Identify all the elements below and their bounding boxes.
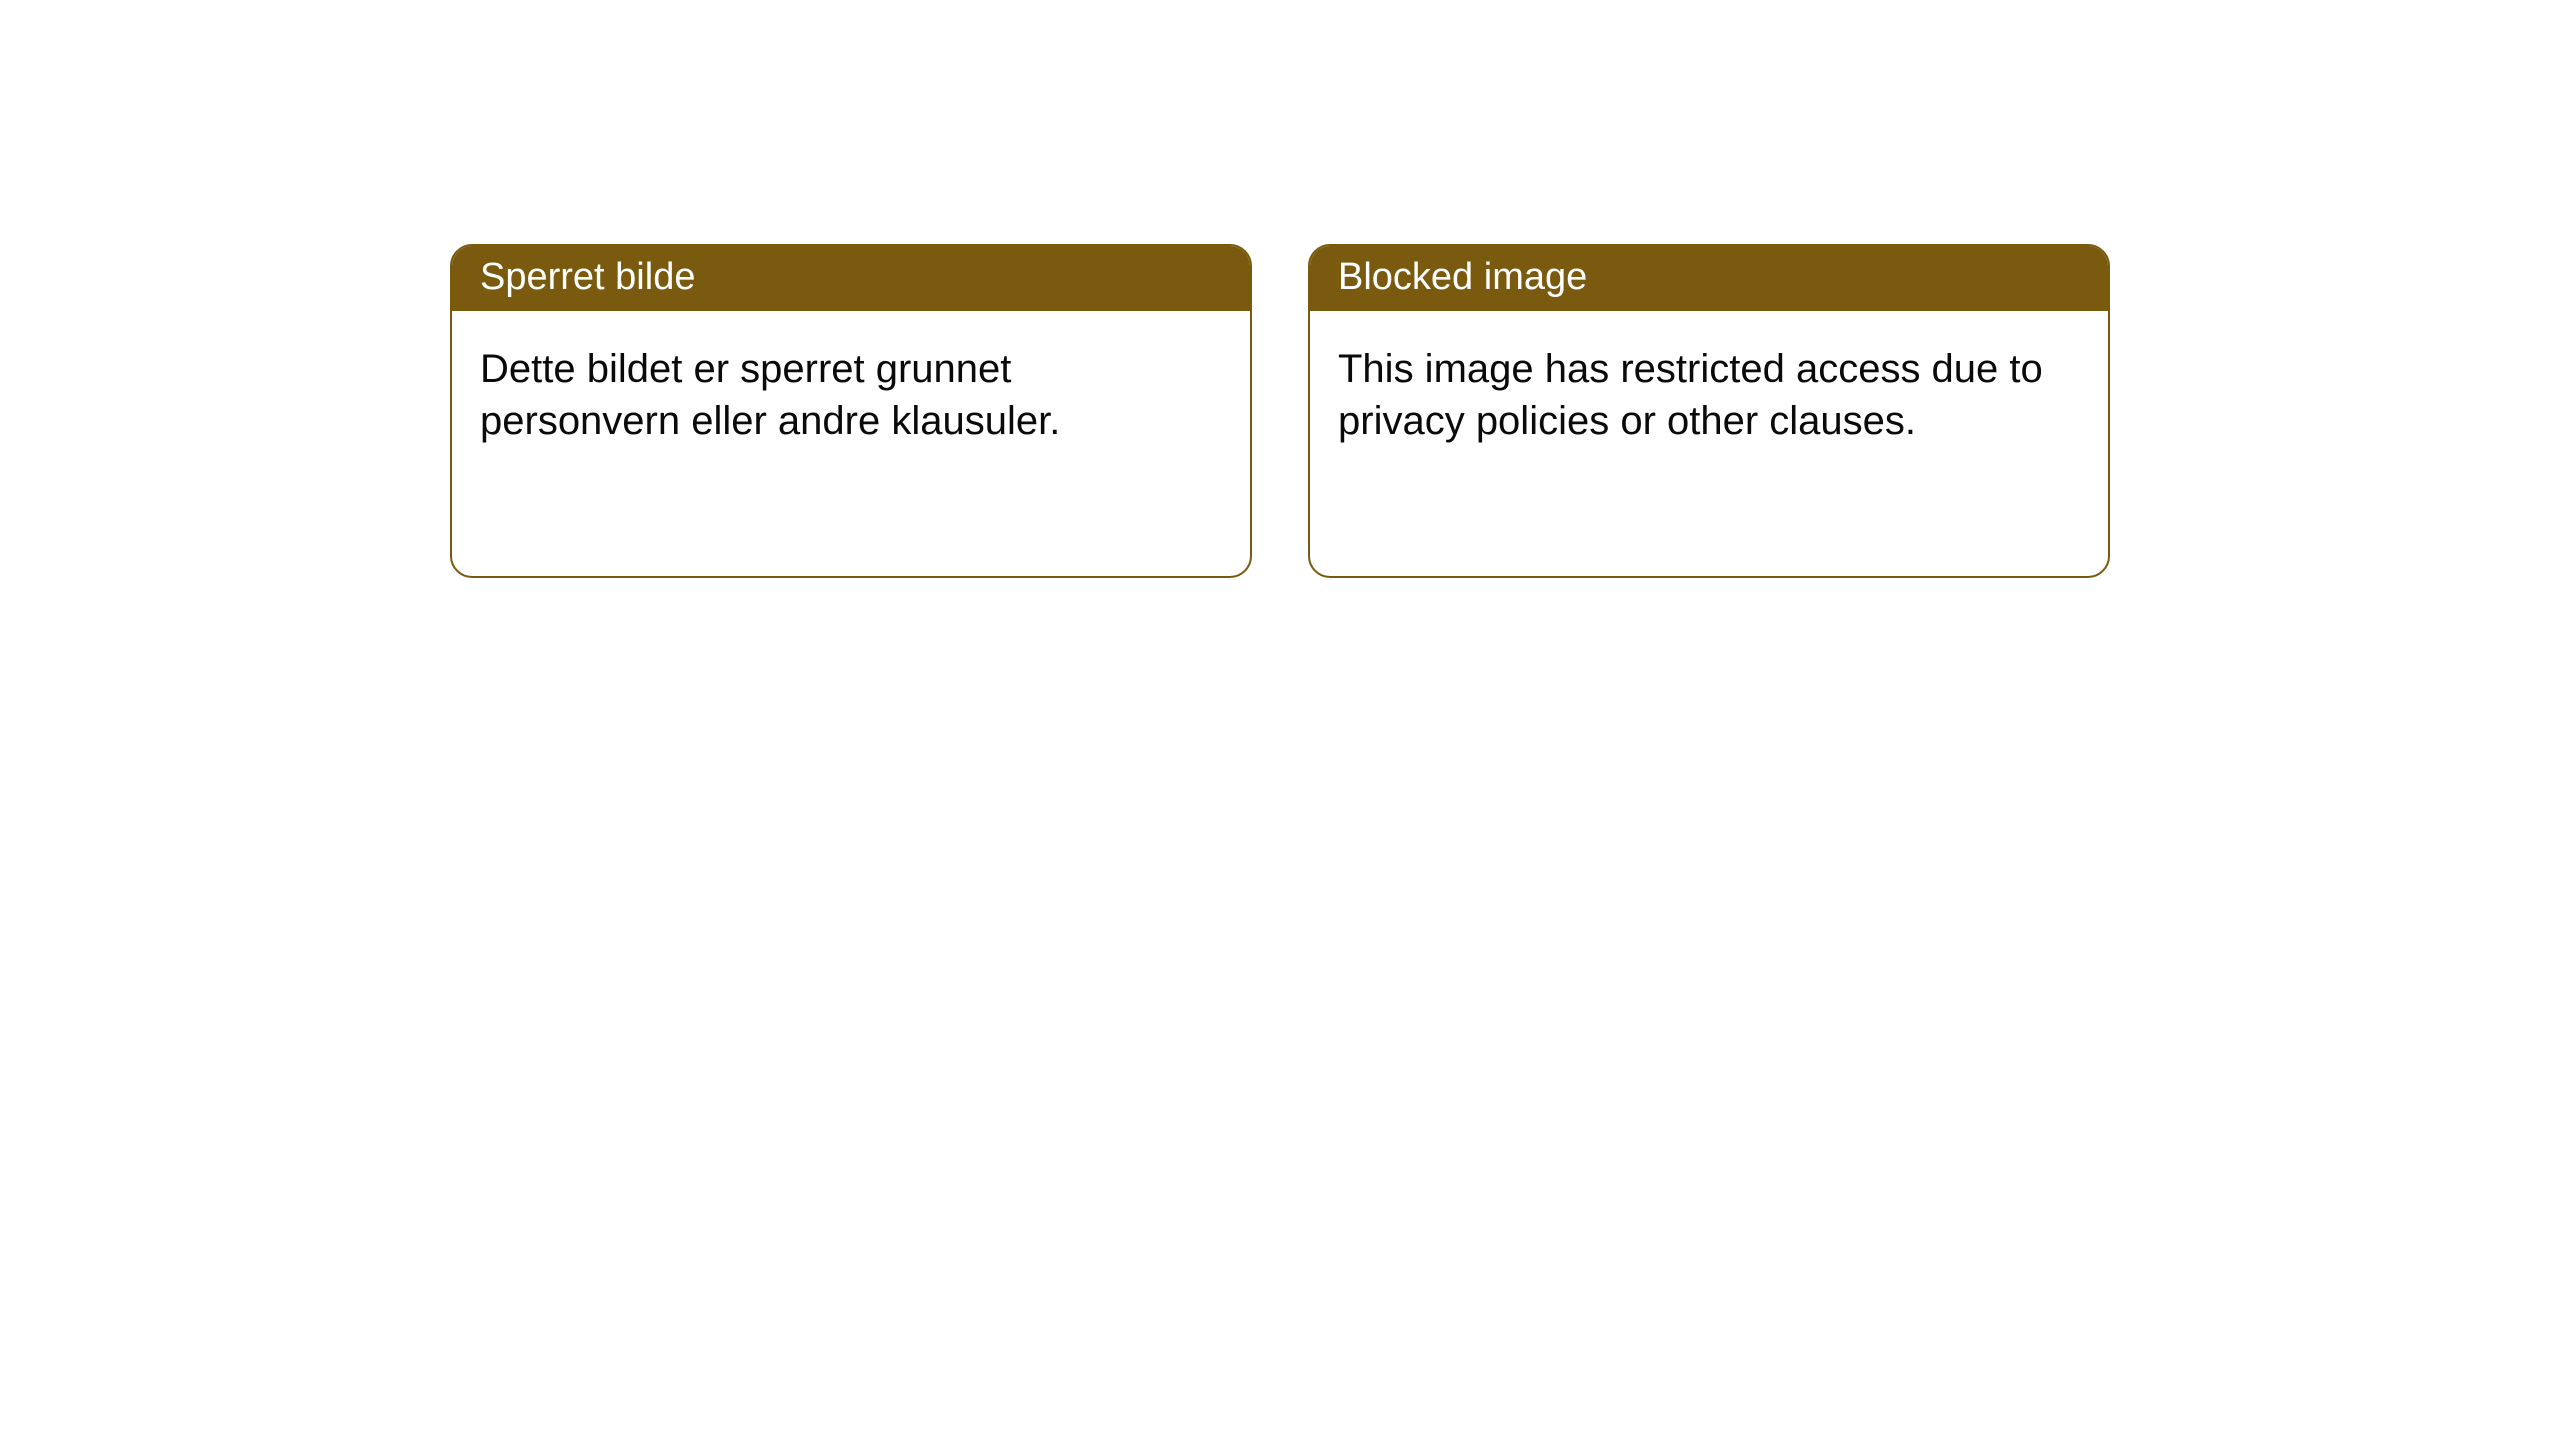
blocked-image-card-en: Blocked image This image has restricted … — [1308, 244, 2110, 578]
blocked-image-card-no: Sperret bilde Dette bildet er sperret gr… — [450, 244, 1252, 578]
card-title: Blocked image — [1310, 246, 2108, 311]
card-title: Sperret bilde — [452, 246, 1250, 311]
card-body: This image has restricted access due to … — [1310, 311, 2108, 479]
card-body: Dette bildet er sperret grunnet personve… — [452, 311, 1250, 479]
cards-row: Sperret bilde Dette bildet er sperret gr… — [0, 0, 2560, 578]
